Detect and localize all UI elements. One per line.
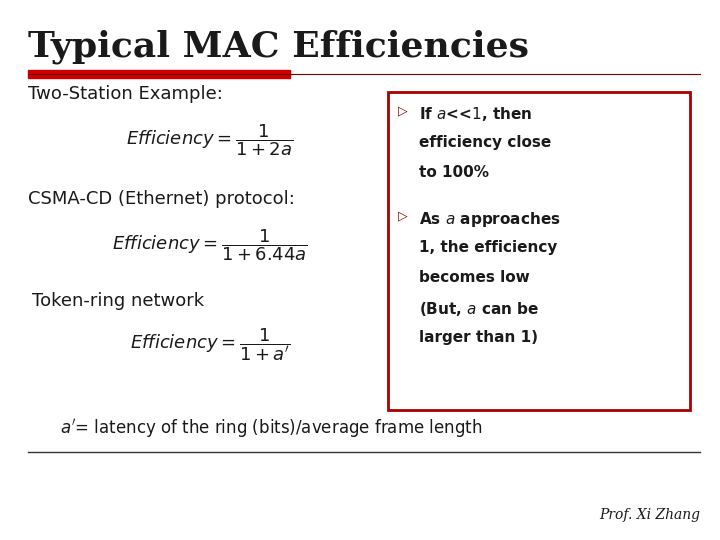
Text: Token-ring network: Token-ring network [32, 292, 204, 310]
Text: Typical MAC Efficiencies: Typical MAC Efficiencies [28, 30, 529, 64]
Text: 1, the efficiency: 1, the efficiency [419, 240, 557, 255]
Text: larger than 1): larger than 1) [419, 330, 538, 345]
Text: efficiency close: efficiency close [419, 135, 552, 150]
FancyBboxPatch shape [388, 92, 690, 410]
Text: $\rhd$: $\rhd$ [397, 105, 408, 119]
Text: $\mathit{Efficiency} = \dfrac{1}{1+2a}$: $\mathit{Efficiency} = \dfrac{1}{1+2a}$ [127, 122, 294, 158]
Text: to 100%: to 100% [419, 165, 489, 180]
Text: CSMA-CD (Ethernet) protocol:: CSMA-CD (Ethernet) protocol: [28, 190, 295, 208]
Text: becomes low: becomes low [419, 270, 530, 285]
Text: $\mathit{Efficiency} = \dfrac{1}{1+a'}$: $\mathit{Efficiency} = \dfrac{1}{1+a'}$ [130, 327, 290, 363]
Text: If $a$<<$1$, then: If $a$<<$1$, then [419, 105, 532, 123]
Text: As $a$ approaches: As $a$ approaches [419, 210, 561, 229]
Text: Prof. Xi Zhang: Prof. Xi Zhang [599, 508, 700, 522]
Text: $a'$= latency of the ring (bits)/average frame length: $a'$= latency of the ring (bits)/average… [60, 417, 482, 440]
Text: $\rhd$: $\rhd$ [397, 210, 408, 224]
Text: Two-Station Example:: Two-Station Example: [28, 85, 223, 103]
Text: $\mathit{Efficiency} = \dfrac{1}{1+6.44a}$: $\mathit{Efficiency} = \dfrac{1}{1+6.44a… [112, 227, 308, 263]
Text: (But, $a$ can be: (But, $a$ can be [419, 300, 539, 318]
